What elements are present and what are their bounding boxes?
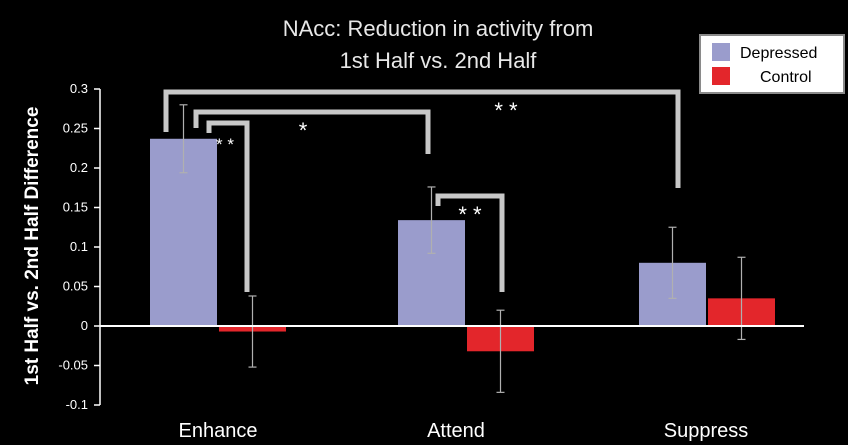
y-tick-label: -0.1 [66, 397, 88, 412]
bars [150, 138, 775, 352]
sig-label-attend-depressed-control: * * [458, 202, 482, 227]
y-tick-label: 0.05 [63, 279, 88, 294]
significance-brackets [163, 89, 681, 292]
chart-title: NAcc: Reduction in activity from [283, 16, 594, 41]
legend-swatch-control [712, 67, 730, 85]
legend-label-depressed: Depressed [740, 45, 817, 62]
bracket-enhance-attend [193, 109, 431, 154]
sig-label-enhance-depressed-control: * * [216, 135, 234, 154]
error-bar-depressed-enhance [179, 104, 188, 174]
sig-label-enhance-suppress: * * [494, 98, 518, 123]
y-tick-label: 0.3 [70, 81, 88, 96]
error-bar-depressed-attend [427, 186, 436, 254]
category-label-suppress: Suppress [664, 420, 749, 442]
y-tick-label: 0.15 [63, 200, 88, 215]
y-axis-label: 1st Half vs. 2nd Half Difference [22, 107, 43, 386]
error-bars [179, 104, 746, 393]
y-tick-label: 0.25 [63, 121, 88, 136]
category-labels: Enhance Attend Suppress [179, 420, 749, 442]
legend: Depressed Control [699, 34, 845, 94]
legend-label-control: Control [760, 69, 812, 86]
y-tick-label: 0.1 [70, 239, 88, 254]
error-bar-control-enhance [248, 295, 257, 368]
category-label-enhance: Enhance [179, 420, 258, 442]
y-tick-label: 0 [81, 318, 88, 333]
bracket-enhance-depressed-control [206, 120, 250, 292]
bracket-enhance-suppress [163, 89, 681, 188]
error-bar-depressed-suppress [668, 226, 677, 299]
y-axis-ticks: 0.3 0.25 0.2 0.15 0.1 0.05 0 -0.05 -0.1 [58, 81, 100, 412]
category-label-attend: Attend [427, 420, 485, 442]
legend-swatch-depressed [712, 43, 730, 61]
sig-label-enhance-attend: * [299, 118, 308, 143]
y-tick-label: -0.05 [58, 358, 88, 373]
error-bar-control-attend [496, 309, 505, 393]
chart-subtitle: 1st Half vs. 2nd Half [340, 48, 538, 73]
bracket-attend-depressed-control [435, 193, 505, 292]
y-tick-label: 0.2 [70, 160, 88, 175]
